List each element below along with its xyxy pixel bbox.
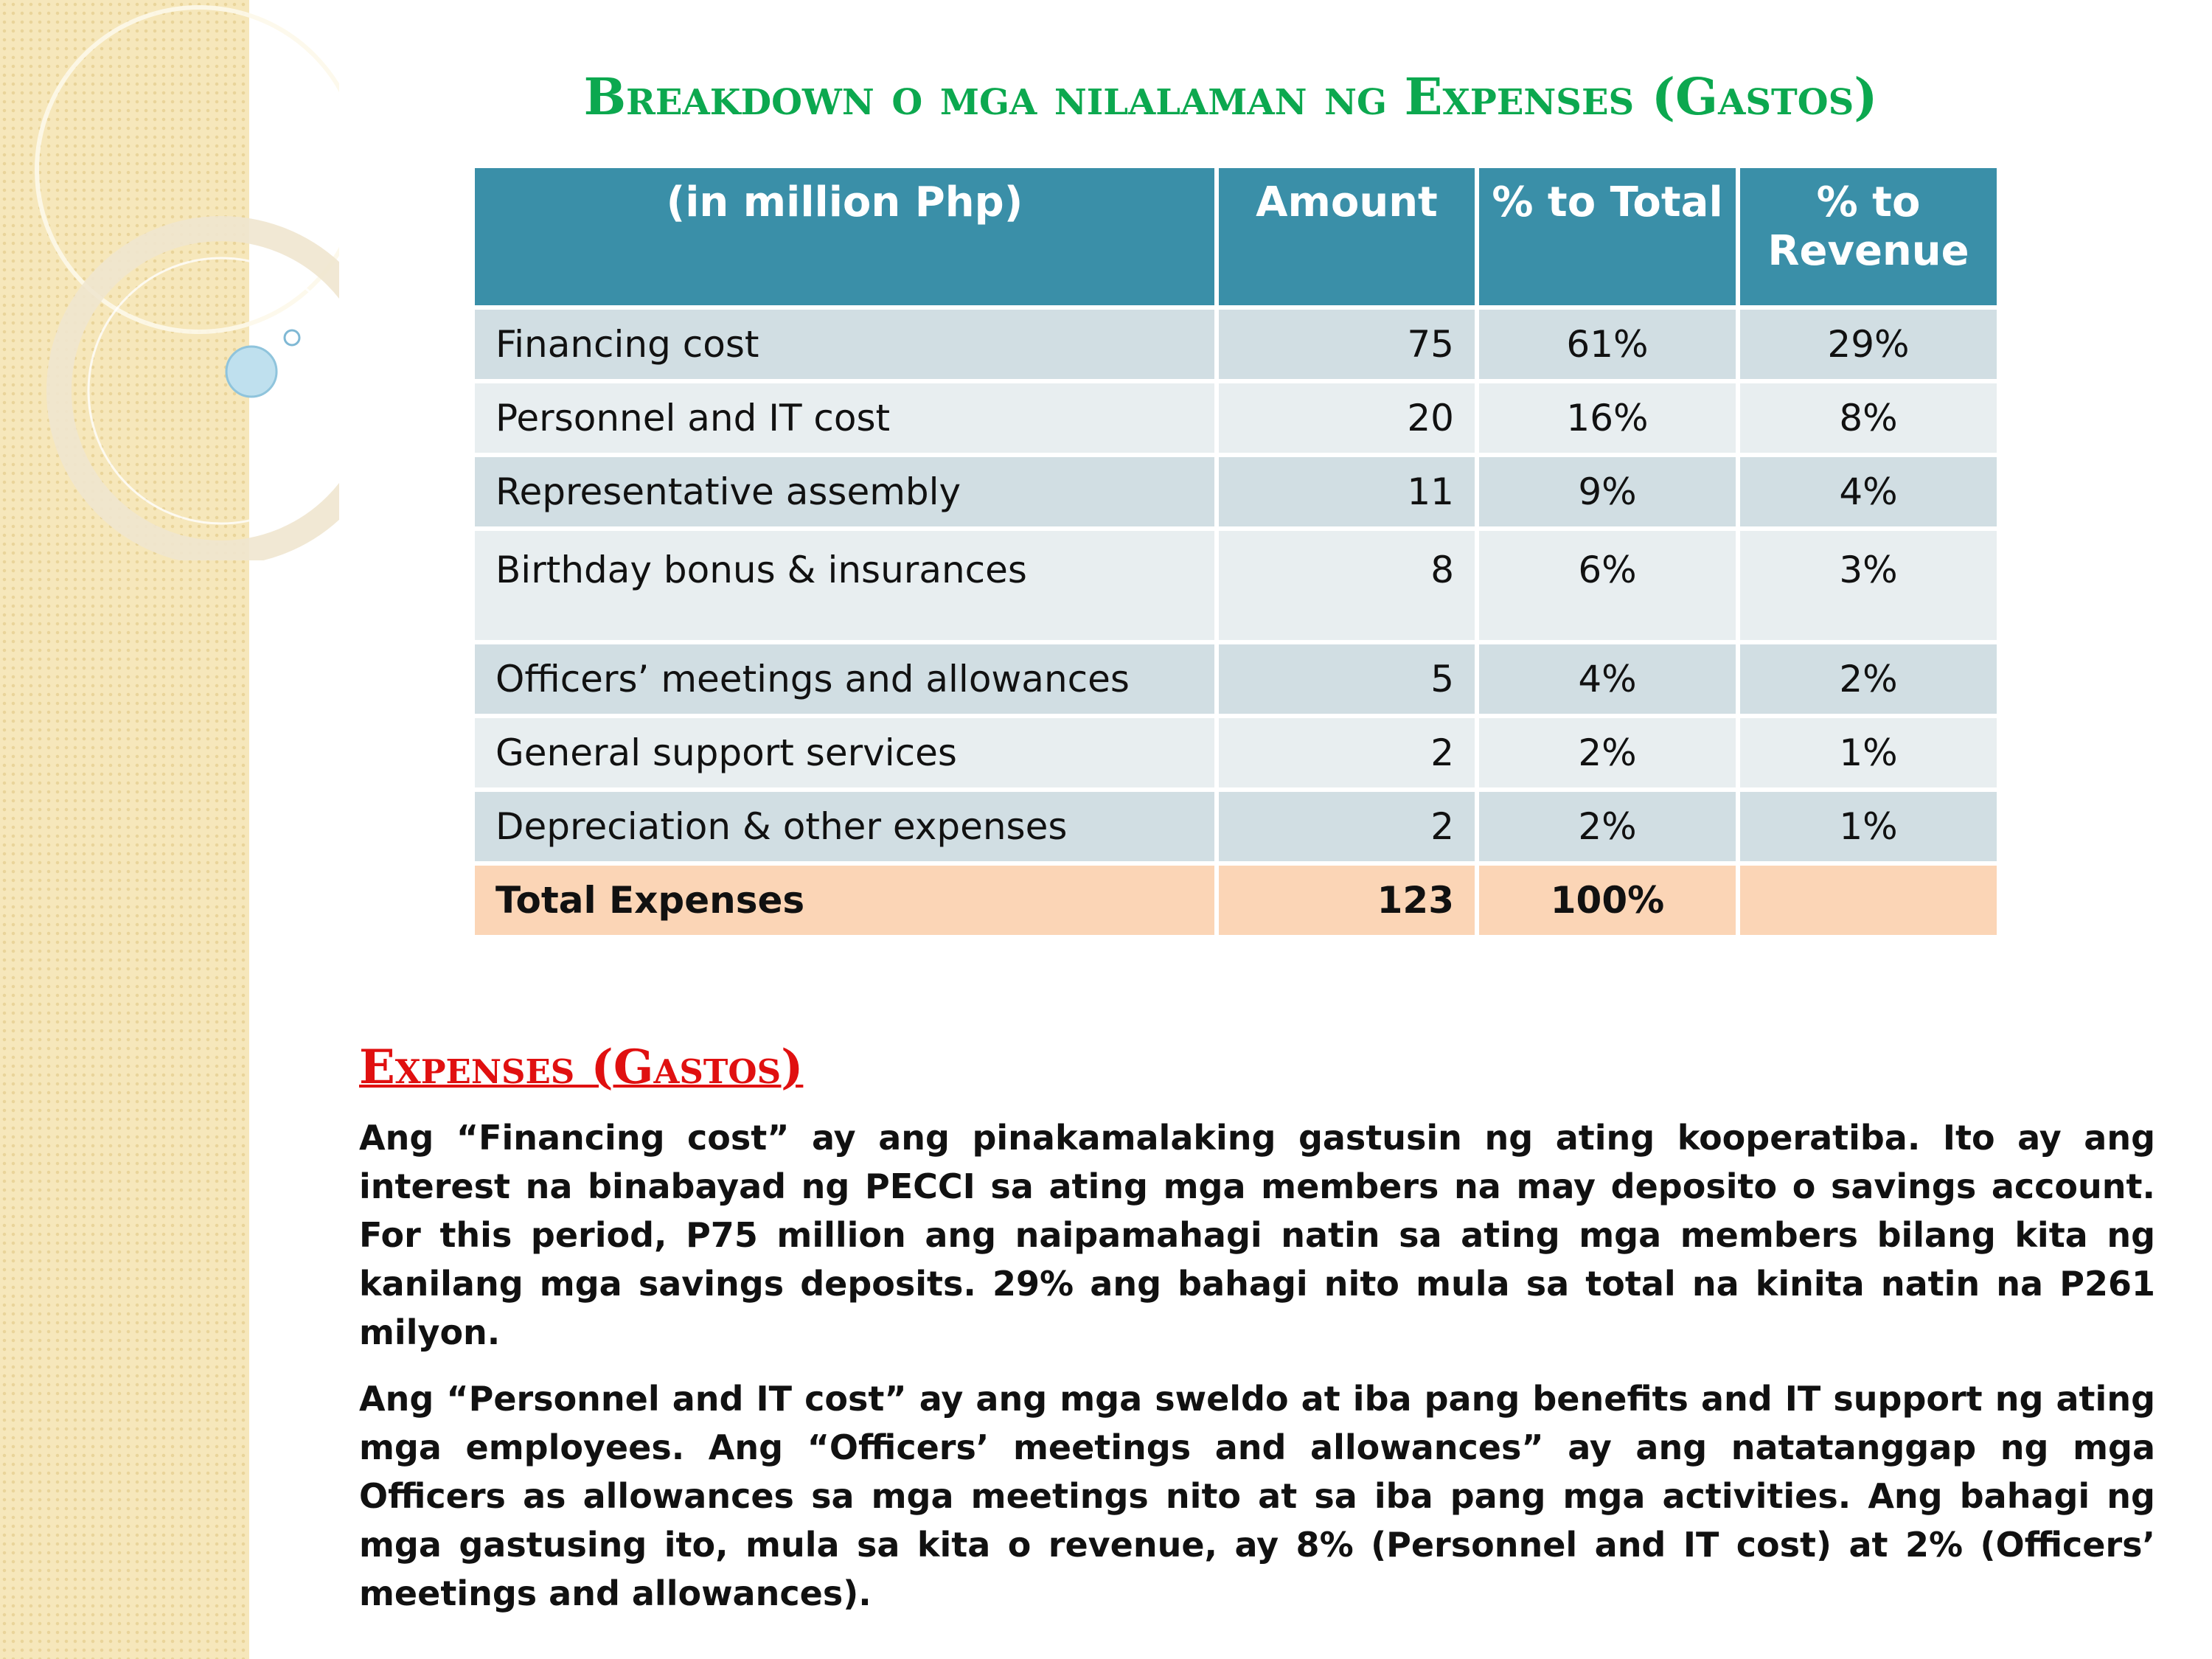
- row-label: General support services: [475, 718, 1214, 787]
- row-label: Officers’ meetings and allowances: [475, 644, 1214, 714]
- total-row: Total Expenses 123 100%: [475, 866, 1997, 935]
- section-heading: Expenses (Gastos): [359, 1040, 804, 1095]
- amount-cell: 20: [1219, 383, 1475, 453]
- table-row: General support services 2 2% 1%: [475, 718, 1997, 787]
- amount-cell: 2: [1219, 792, 1475, 861]
- decoration: [35, 5, 339, 560]
- pct-total-cell: 16%: [1479, 383, 1736, 453]
- expenses-table: (in million Php) Amount% to Total% to Rev…: [470, 164, 2001, 939]
- amount-cell: 5: [1219, 644, 1475, 714]
- decorative-strip: [0, 0, 249, 1659]
- total-label: Total Expenses: [475, 866, 1214, 935]
- section-body: Ang “Financing cost” ay ang pinakamalaki…: [359, 1113, 2155, 1635]
- table-row: Officers’ meetings and allowances 5 4% 2%: [475, 644, 1997, 714]
- table-row: Financing cost 75 61% 29%: [475, 310, 1997, 379]
- pct-total-cell: 2%: [1479, 718, 1736, 787]
- title: Breakdown o mga nilalaman ng Expenses (G…: [583, 68, 1878, 127]
- row-label: Depreciation & other expenses: [475, 792, 1214, 861]
- amount-cell: 2: [1219, 718, 1475, 787]
- pct-revenue-cell: 3%: [1740, 531, 1997, 640]
- pct-total-cell: 2%: [1479, 792, 1736, 861]
- paragraph: Ang “Financing cost” ay ang pinakamalaki…: [359, 1118, 2155, 1352]
- table-row: Birthday bonus & insurances 8 6% 3%: [475, 531, 1997, 640]
- table-row: Depreciation & other expenses 2 2% 1%: [475, 792, 1997, 861]
- empty-cell: [1740, 866, 1997, 935]
- row-label: Birthday bonus & insurances: [475, 531, 1214, 640]
- row-label: Financing cost: [475, 310, 1214, 379]
- header-cell: Amount: [1219, 168, 1475, 305]
- amount-cell: 11: [1219, 457, 1475, 526]
- pct-total-cell: 9%: [1479, 457, 1736, 526]
- pct-revenue-cell: 8%: [1740, 383, 1997, 453]
- pct-total-cell: 61%: [1479, 310, 1736, 379]
- pct-total-cell: 6%: [1479, 531, 1736, 640]
- total-pct: 100%: [1479, 866, 1736, 935]
- pct-total-cell: 4%: [1479, 644, 1736, 714]
- row-label: Representative assembly: [475, 457, 1214, 526]
- header-row: (in million Php) Amount% to Total% to Rev…: [475, 168, 1997, 305]
- row-label: Personnel and IT cost: [475, 383, 1214, 453]
- table-row: Representative assembly 11 9% 4%: [475, 457, 1997, 526]
- pct-revenue-cell: 29%: [1740, 310, 1997, 379]
- header-cell: % to Total: [1479, 168, 1736, 305]
- header-cell: % to Revenue: [1740, 168, 1997, 305]
- amount-cell: 8: [1219, 531, 1475, 640]
- header-cell: (in million Php): [475, 168, 1214, 305]
- total-amount: 123: [1219, 866, 1475, 935]
- table-row: Personnel and IT cost 20 16% 8%: [475, 383, 1997, 453]
- amount-cell: 75: [1219, 310, 1475, 379]
- pct-revenue-cell: 2%: [1740, 644, 1997, 714]
- pct-revenue-cell: 1%: [1740, 718, 1997, 787]
- pct-revenue-cell: 1%: [1740, 792, 1997, 861]
- pct-revenue-cell: 4%: [1740, 457, 1997, 526]
- paragraph: Ang “Personnel and IT cost” ay ang mga s…: [359, 1379, 2155, 1613]
